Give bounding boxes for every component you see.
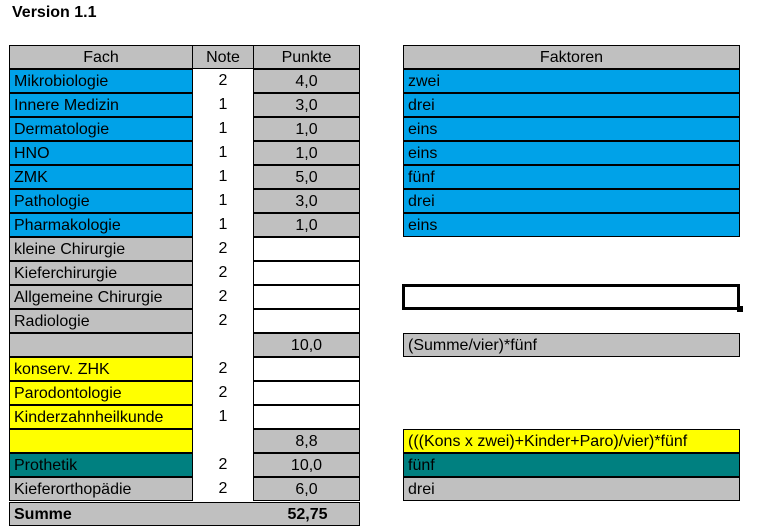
cell-fach[interactable]: ZMK bbox=[9, 165, 193, 189]
cell-fach[interactable] bbox=[9, 429, 193, 453]
cell-fach[interactable]: kleine Chirurgie bbox=[9, 237, 193, 261]
cell-fach[interactable]: Radiologie bbox=[9, 309, 193, 333]
cell-fach[interactable]: Parodontologie bbox=[9, 381, 193, 405]
cell-faktor[interactable]: (((Kons x zwei)+Kinder+Paro)/vier)*fünf bbox=[403, 429, 740, 453]
cell-punkte[interactable] bbox=[253, 381, 360, 405]
cell-faktor[interactable]: zwei bbox=[403, 69, 740, 93]
cell-punkte[interactable]: 1,0 bbox=[253, 213, 360, 237]
cell-fach[interactable]: Prothetik bbox=[9, 453, 193, 477]
cell-note[interactable]: 1 bbox=[218, 96, 228, 113]
cell-punkte[interactable]: 10,0 bbox=[253, 453, 360, 477]
cell-fach[interactable]: Pharmakologie bbox=[9, 213, 193, 237]
cell-fach[interactable]: Kieferchirurgie bbox=[9, 261, 193, 285]
header-note[interactable]: Note bbox=[192, 45, 254, 69]
cell-faktor[interactable]: eins bbox=[403, 117, 740, 141]
cell-faktor[interactable]: fünf bbox=[403, 165, 740, 189]
cell-punkte[interactable]: 6,0 bbox=[253, 477, 360, 501]
cell-punkte[interactable]: 3,0 bbox=[253, 189, 360, 213]
cell-punkte[interactable]: 10,0 bbox=[253, 333, 360, 357]
header-faktoren[interactable]: Faktoren bbox=[403, 45, 740, 69]
cell-punkte[interactable] bbox=[253, 237, 360, 261]
cell-punkte[interactable] bbox=[253, 357, 360, 381]
cell-note[interactable]: 2 bbox=[218, 312, 228, 329]
cell-punkte[interactable]: 1,0 bbox=[253, 117, 360, 141]
cell-note[interactable]: 2 bbox=[218, 456, 228, 473]
version-title: Version 1.1 bbox=[12, 4, 97, 21]
cell-punkte[interactable] bbox=[253, 309, 360, 333]
cell-punkte[interactable]: 1,0 bbox=[253, 141, 360, 165]
cell-fach[interactable]: konserv. ZHK bbox=[9, 357, 193, 381]
cell-punkte[interactable] bbox=[253, 285, 360, 309]
cell-note[interactable]: 2 bbox=[218, 72, 228, 89]
cell-punkte[interactable] bbox=[253, 261, 360, 285]
cell-note[interactable] bbox=[192, 429, 254, 453]
cell-faktor[interactable]: drei bbox=[403, 189, 740, 213]
cell-faktor[interactable]: fünf bbox=[403, 453, 740, 477]
cell-fach[interactable]: Kieferorthopädie bbox=[9, 477, 193, 501]
cell-fach[interactable]: Innere Medizin bbox=[9, 93, 193, 117]
cell-note[interactable]: 2 bbox=[218, 384, 228, 401]
cell-faktor[interactable]: eins bbox=[403, 141, 740, 165]
cell-note[interactable]: 1 bbox=[218, 408, 228, 425]
summe-row[interactable]: Summe 52,75 bbox=[9, 502, 360, 526]
cell-fach[interactable] bbox=[9, 333, 193, 357]
cell-fach[interactable]: Dermatologie bbox=[9, 117, 193, 141]
cell-punkte[interactable]: 5,0 bbox=[253, 165, 360, 189]
cell-note[interactable]: 2 bbox=[218, 360, 228, 377]
cell-faktor[interactable]: (Summe/vier)*fünf bbox=[403, 333, 740, 357]
cell-note[interactable]: 1 bbox=[218, 120, 228, 137]
cell-note[interactable]: 1 bbox=[218, 168, 228, 185]
cell-faktor[interactable]: eins bbox=[403, 213, 740, 237]
cell-fach[interactable]: Pathologie bbox=[9, 189, 193, 213]
header-punkte[interactable]: Punkte bbox=[253, 45, 360, 69]
cell-punkte[interactable]: 8,8 bbox=[253, 429, 360, 453]
cell-note[interactable]: 2 bbox=[218, 288, 228, 305]
cell-fach[interactable]: HNO bbox=[9, 141, 193, 165]
cell-note[interactable]: 2 bbox=[218, 480, 228, 497]
cell-punkte[interactable]: 4,0 bbox=[253, 69, 360, 93]
summe-label: Summe bbox=[14, 506, 72, 523]
cell-punkte[interactable]: 3,0 bbox=[253, 93, 360, 117]
cell-note[interactable] bbox=[192, 333, 254, 357]
cell-fach[interactable]: Kinderzahnheilkunde bbox=[9, 405, 193, 429]
cell-fach[interactable]: Allgemeine Chirurgie bbox=[9, 285, 193, 309]
cell-note[interactable]: 2 bbox=[218, 264, 228, 281]
cell-fach[interactable]: Mikrobiologie bbox=[9, 69, 193, 93]
cell-note[interactable]: 1 bbox=[218, 216, 228, 233]
cell-note[interactable]: 1 bbox=[218, 192, 228, 209]
cell-faktor[interactable]: drei bbox=[403, 93, 740, 117]
cell-punkte[interactable] bbox=[253, 405, 360, 429]
cell-note[interactable]: 2 bbox=[218, 240, 228, 257]
fill-handle[interactable] bbox=[737, 306, 743, 312]
cell-faktor[interactable]: drei bbox=[403, 477, 740, 501]
header-fach[interactable]: Fach bbox=[9, 45, 193, 69]
selected-cell[interactable] bbox=[402, 284, 740, 310]
summe-value: 52,75 bbox=[287, 506, 328, 523]
cell-note[interactable]: 1 bbox=[218, 144, 228, 161]
